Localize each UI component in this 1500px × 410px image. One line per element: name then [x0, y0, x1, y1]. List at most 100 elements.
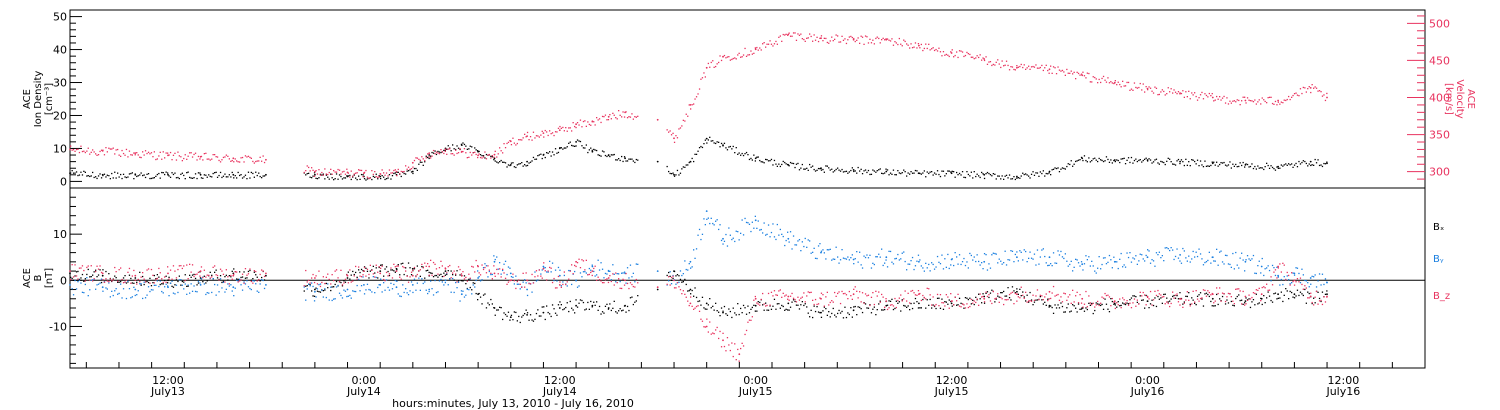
bx-point: [612, 307, 614, 309]
density-point: [131, 172, 133, 174]
density-point: [1196, 159, 1199, 161]
bz-point: [205, 276, 207, 278]
density-velocity-frame: [69, 9, 1426, 189]
density-point: [745, 151, 748, 154]
bz-point: [77, 278, 79, 280]
density-point: [191, 177, 194, 179]
bx-point: [1050, 305, 1052, 307]
by-point: [926, 267, 928, 269]
velocity-point: [202, 159, 204, 161]
bz-point: [1080, 302, 1083, 304]
velocity-point: [995, 61, 997, 63]
velocity-point: [365, 169, 367, 172]
bx-point: [1238, 294, 1240, 296]
density-point: [218, 174, 220, 177]
bx-point: [247, 270, 250, 273]
bx-point: [1326, 290, 1328, 292]
by-point: [140, 283, 142, 285]
bx-point: [474, 282, 476, 285]
density-point: [798, 169, 801, 171]
bz-point: [84, 280, 86, 282]
bz-point: [262, 270, 264, 272]
bz-point: [550, 267, 552, 269]
by-point: [394, 279, 396, 282]
bz-point: [725, 350, 727, 352]
velocity-point: [211, 158, 213, 160]
velocity-point: [1242, 96, 1244, 98]
by-point: [1081, 263, 1084, 266]
velocity-point: [532, 131, 535, 133]
density-point: [1054, 167, 1056, 169]
bx-point: [1032, 304, 1034, 306]
velocity-point: [800, 33, 802, 35]
bx-point: [1127, 303, 1130, 305]
density-point: [431, 151, 433, 154]
velocity-point: [735, 58, 737, 60]
velocity-point: [1039, 66, 1041, 69]
velocity-point: [542, 132, 545, 135]
field-tick-label: 10: [53, 228, 67, 241]
bx-point: [1005, 295, 1008, 297]
bz-point: [574, 264, 576, 267]
bz-point: [720, 346, 723, 348]
velocity-point: [418, 158, 420, 160]
velocity-point: [1110, 81, 1112, 83]
by-point: [797, 240, 799, 242]
density-point: [224, 173, 226, 175]
velocity-point: [472, 152, 474, 154]
bz-point: [457, 266, 460, 268]
velocity-point: [823, 37, 825, 39]
by-point: [978, 260, 980, 263]
bx-point: [1182, 303, 1184, 305]
bx-point: [842, 317, 845, 319]
density-point: [1122, 158, 1124, 160]
density-point: [137, 175, 139, 177]
bx-point: [726, 314, 729, 316]
density-label-line3: [cm⁻³]: [44, 83, 55, 115]
bz-point: [798, 299, 801, 301]
bz-point: [1235, 288, 1237, 290]
bz-point: [388, 273, 391, 275]
bx-point: [770, 308, 773, 310]
bz-point: [1174, 294, 1177, 296]
density-point: [562, 148, 564, 150]
density-point: [143, 174, 145, 176]
bx-point: [241, 276, 244, 278]
velocity-point: [231, 159, 233, 162]
bx-point: [1183, 301, 1185, 303]
by-point: [1251, 258, 1253, 260]
by-point: [901, 252, 903, 254]
density-point: [584, 147, 586, 149]
bx-point: [379, 270, 382, 272]
velocity-point: [1032, 65, 1034, 68]
by-point: [421, 278, 423, 280]
by-point: [460, 290, 463, 292]
bz-point: [224, 281, 226, 283]
bx-point: [939, 307, 942, 309]
bz-point: [1111, 297, 1113, 300]
velocity-point: [897, 43, 899, 46]
velocity-point: [1169, 91, 1171, 93]
velocity-point: [688, 104, 690, 106]
velocity-point: [1067, 72, 1069, 74]
by-point: [713, 224, 715, 226]
density-point: [616, 159, 618, 161]
bx-point: [459, 274, 461, 276]
velocity-point: [1279, 103, 1281, 105]
by-point: [841, 249, 843, 251]
date-tick-label: July13: [150, 385, 185, 398]
bz-point: [212, 266, 214, 268]
by-point: [1238, 267, 1240, 269]
bz-point: [907, 292, 909, 294]
bx-point: [747, 305, 749, 307]
bz-point: [1000, 296, 1002, 299]
bx-point: [1244, 300, 1247, 302]
bx-point: [1124, 303, 1127, 306]
density-point: [255, 171, 257, 173]
bz-point: [96, 265, 98, 267]
bz-point: [1230, 296, 1232, 298]
density-point: [510, 162, 513, 164]
velocity-point: [222, 156, 225, 159]
density-point: [147, 173, 150, 175]
bz-point: [478, 272, 480, 274]
